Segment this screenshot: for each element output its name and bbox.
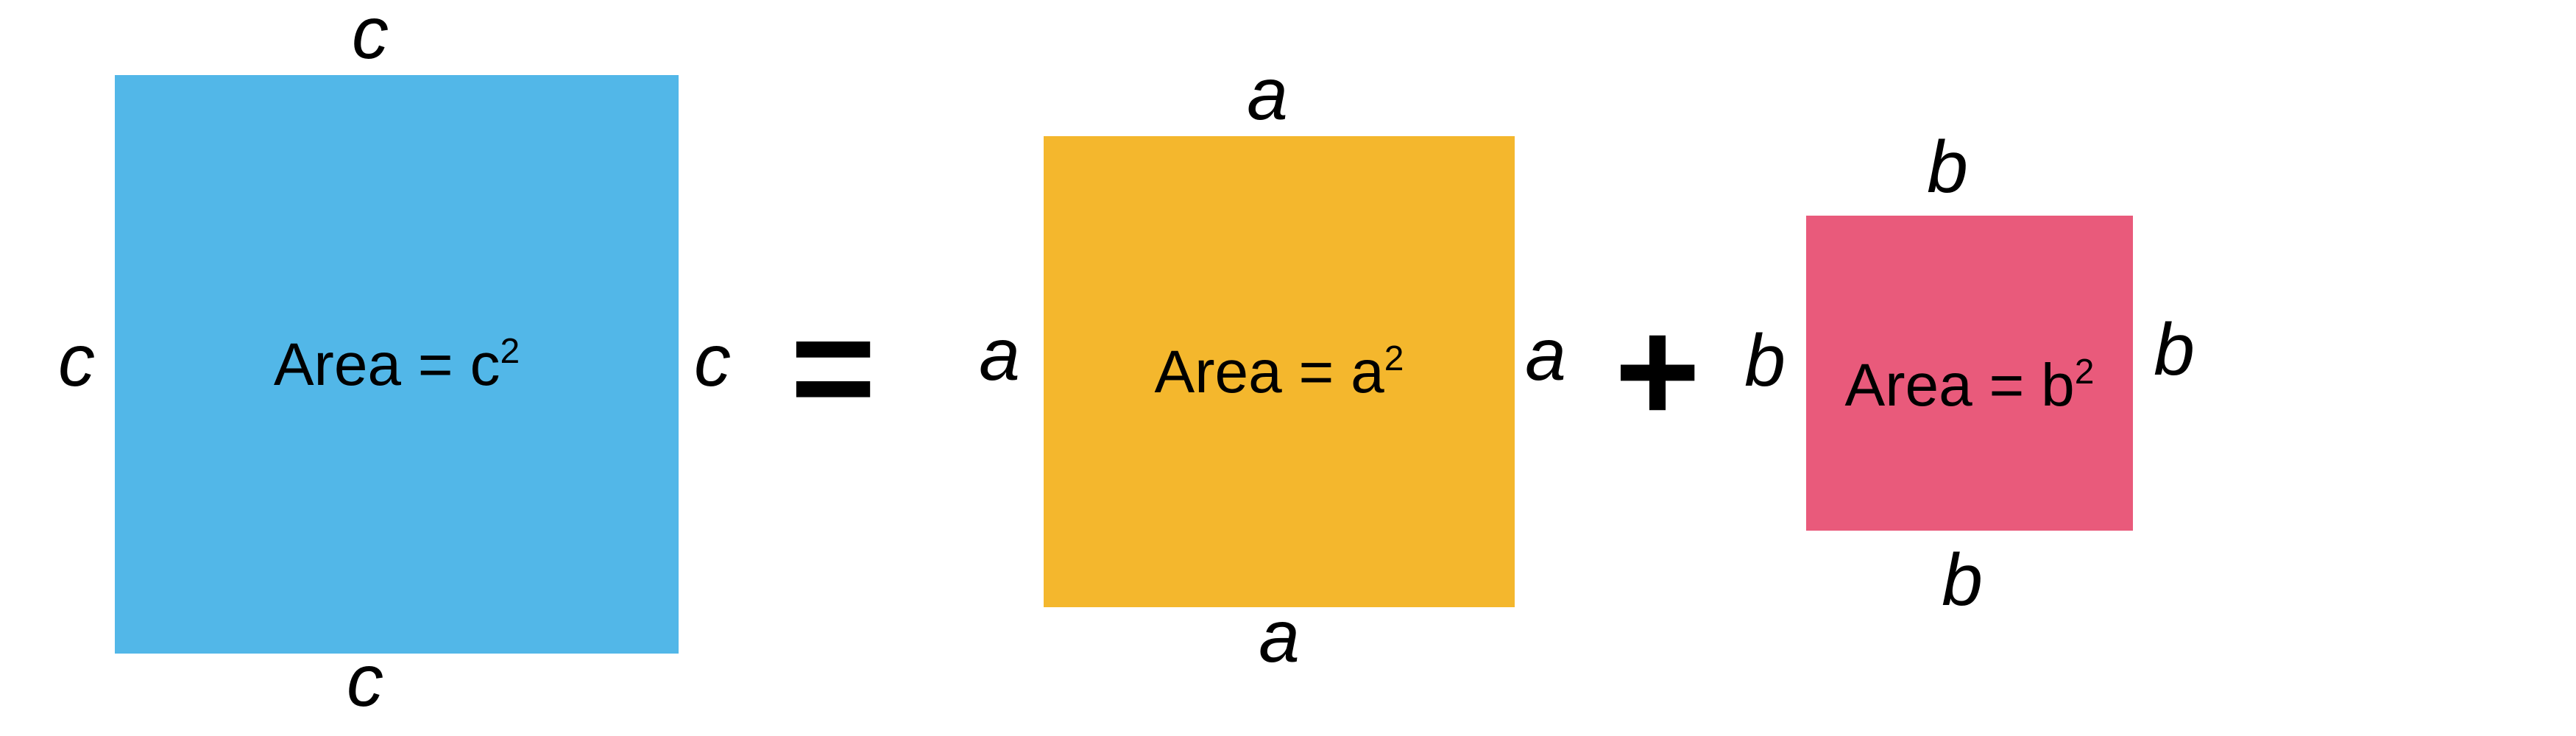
equals-sign: =	[790, 286, 877, 450]
side-label-c-top: c	[352, 0, 389, 74]
area-label-a: Area = a2	[1154, 338, 1404, 406]
area-label-b: Area = b2	[1844, 351, 2095, 419]
side-label-b-left: b	[1744, 319, 1786, 402]
plus-sign: +	[1614, 289, 1701, 453]
side-label-c-right: c	[694, 319, 731, 402]
exponent-c: 2	[500, 331, 520, 371]
square-c: Area = c2	[115, 75, 679, 654]
side-label-b-right: b	[2154, 308, 2195, 391]
side-label-a-right: a	[1525, 314, 1566, 396]
side-label-c-bottom: c	[347, 640, 383, 722]
side-label-a-top: a	[1247, 53, 1288, 135]
exponent-a: 2	[1384, 339, 1404, 378]
side-label-a-left: a	[979, 314, 1020, 396]
area-label-c: Area = c2	[273, 330, 520, 398]
square-a: Area = a2	[1044, 136, 1515, 607]
side-label-b-top: b	[1927, 126, 1968, 208]
side-label-b-bottom: b	[1942, 539, 1983, 621]
exponent-b: 2	[2074, 352, 2095, 392]
side-label-a-bottom: a	[1259, 595, 1300, 678]
square-b: Area = b2	[1806, 216, 2133, 531]
side-label-c-left: c	[58, 319, 95, 402]
